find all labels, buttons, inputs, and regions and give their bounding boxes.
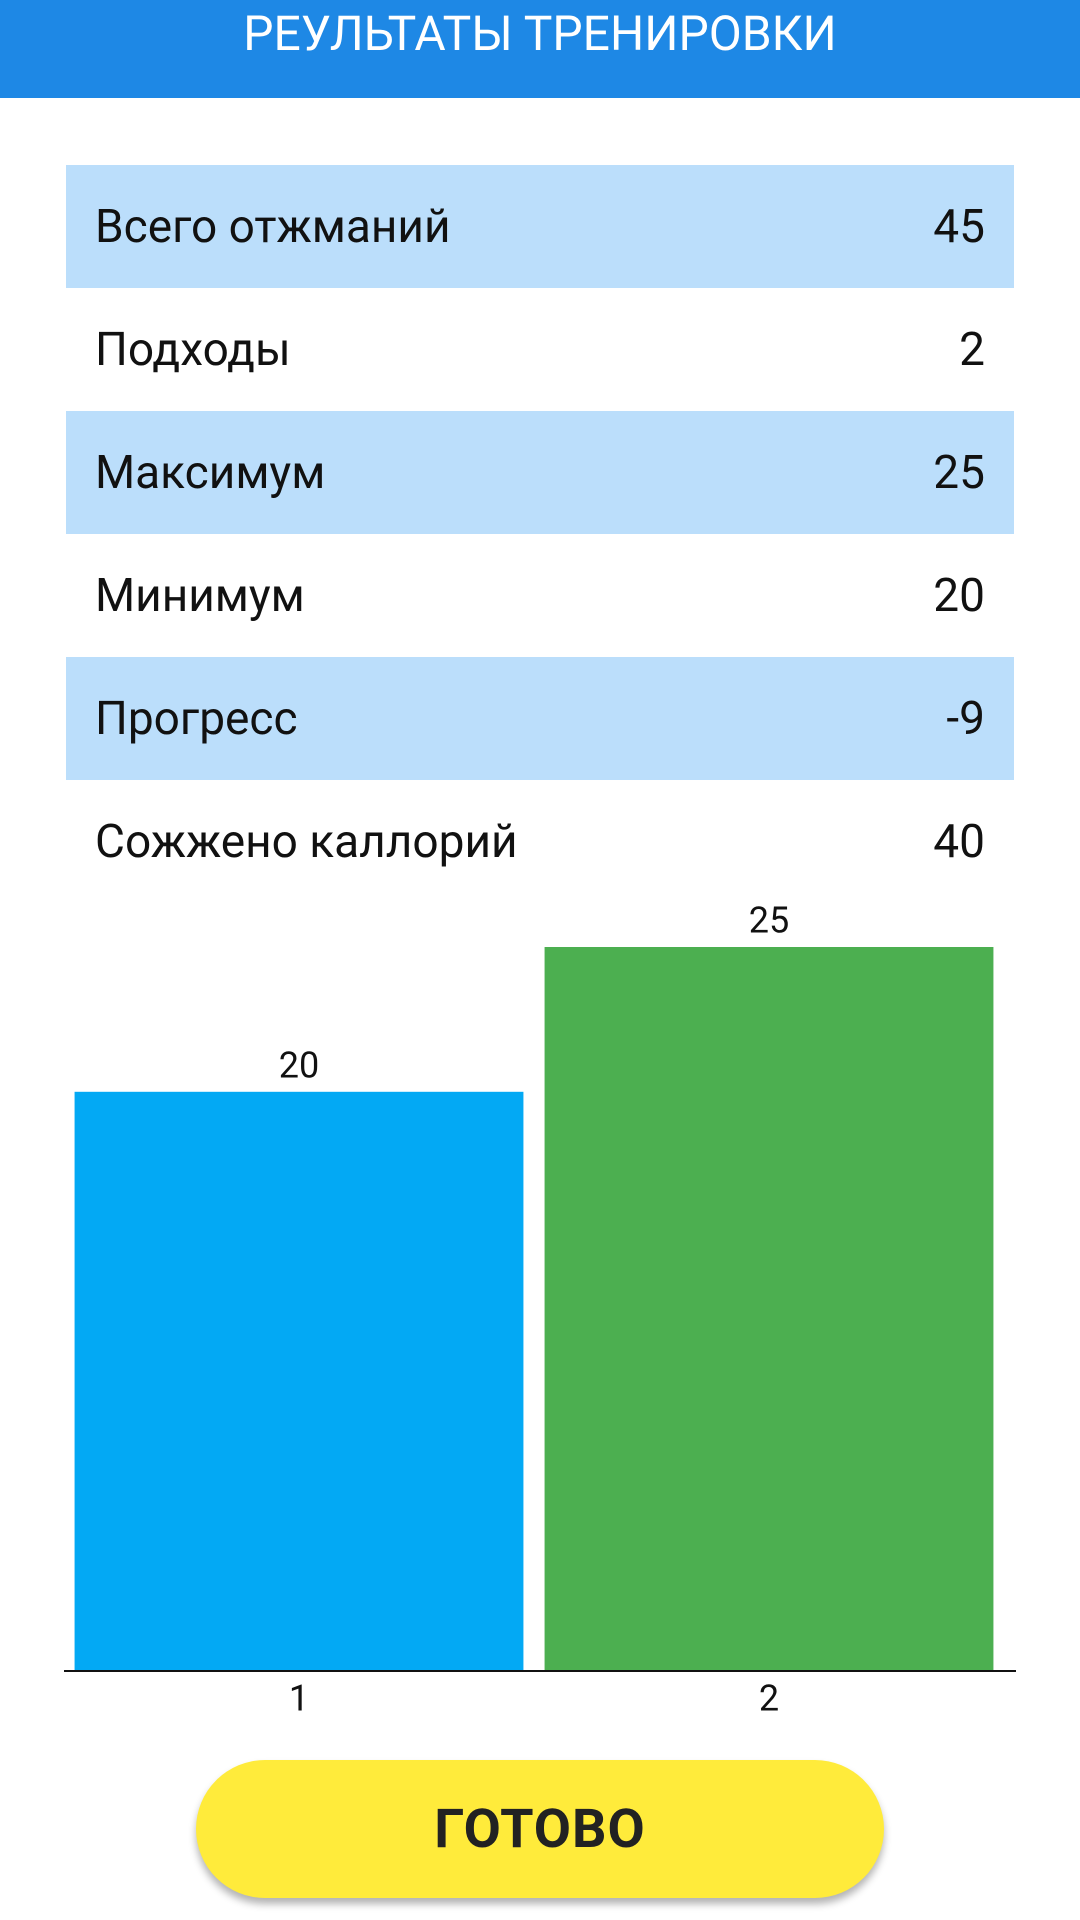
stat-label: Минимум xyxy=(95,568,305,623)
stat-label: Подходы xyxy=(95,322,291,377)
stat-row: Минимум 20 xyxy=(66,534,1014,657)
stats-table: Всего отжманий 45 Подходы 2 Максимум 25 Миниму… xyxy=(66,165,1014,903)
stat-label: Максимум xyxy=(95,445,326,500)
app-bar: РЕУЛЬТАТЫ ТРЕНИРОВКИ xyxy=(0,0,1080,98)
stat-row: Сожжено каллорий 40 xyxy=(66,780,1014,903)
stat-value: 2 xyxy=(959,322,985,377)
app-title: РЕУЛЬТАТЫ ТРЕНИРОВКИ xyxy=(243,5,837,62)
x-tick-label: 2 xyxy=(759,1678,779,1720)
stat-row: Всего отжманий 45 xyxy=(66,165,1014,288)
bar xyxy=(74,1091,524,1671)
stat-row: Подходы 2 xyxy=(66,288,1014,411)
stat-value: 45 xyxy=(933,199,985,254)
stat-label: Всего отжманий xyxy=(95,199,451,254)
stat-row: Прогресс -9 xyxy=(66,657,1014,780)
x-tick-label: 1 xyxy=(289,1678,309,1720)
stat-value: 40 xyxy=(933,814,985,869)
stat-value: 25 xyxy=(933,445,985,500)
stat-value: 20 xyxy=(933,568,985,623)
stat-label: Сожжено каллорий xyxy=(95,814,518,869)
stat-row: Максимум 25 xyxy=(66,411,1014,534)
done-button[interactable]: ГОТОВО xyxy=(196,1760,884,1898)
stat-value: -9 xyxy=(946,691,985,746)
data-label: 25 xyxy=(749,900,789,942)
button-label: ГОТОВО xyxy=(434,1797,646,1861)
stat-label: Прогресс xyxy=(95,691,298,746)
bar xyxy=(544,947,994,1671)
data-label: 20 xyxy=(279,1044,319,1086)
chart: 20 1 25 2 xyxy=(64,900,1016,1720)
